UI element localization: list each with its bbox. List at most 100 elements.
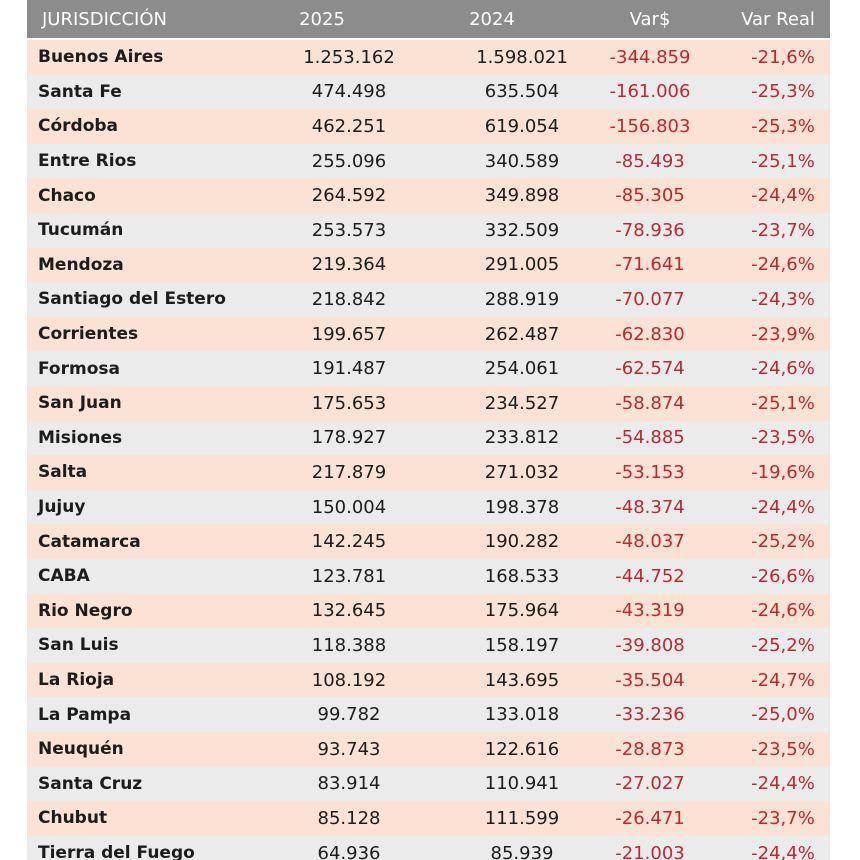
jurisdiction-cell: Jujuy: [38, 497, 86, 518]
jurisdiction-cell: Rio Negro: [38, 600, 133, 621]
value-cell: 288.919: [484, 288, 560, 310]
value-cell: 349.898: [484, 185, 560, 207]
value-cell: 150.004: [311, 496, 387, 518]
value-cell: 254.061: [484, 358, 560, 380]
jurisdiction-cell: Entre Rios: [38, 151, 137, 172]
value-cell: 635.504: [484, 81, 560, 103]
value-cell: -24,4%: [751, 773, 815, 795]
value-cell: -48.037: [615, 531, 685, 553]
table-row: Rio Negro 132.645 175.964 -43.319 -24,6%: [27, 593, 830, 629]
value-cell: 340.589: [484, 150, 560, 172]
value-cell: 175.964: [484, 600, 560, 622]
value-cell: -24,3%: [751, 288, 815, 310]
value-cell: -19,6%: [751, 461, 815, 483]
value-cell: 199.657: [311, 323, 387, 345]
header-cell: 2025: [299, 8, 345, 30]
value-cell: -25,2%: [751, 634, 815, 656]
jurisdiction-cell: Chubut: [38, 808, 108, 829]
jurisdiction-cell: Tucumán: [38, 220, 124, 241]
value-cell: 108.192: [311, 669, 387, 691]
value-cell: -78.936: [615, 219, 685, 241]
value-cell: -156.803: [609, 115, 691, 137]
table-row: Mendoza 219.364 291.005 -71.641 -24,6%: [27, 247, 830, 283]
value-cell: -48.374: [615, 496, 685, 518]
value-cell: 158.197: [484, 634, 560, 656]
value-cell: -53.153: [615, 461, 685, 483]
jurisdiction-cell: Formosa: [38, 358, 120, 379]
jurisdiction-cell: Mendoza: [38, 254, 124, 275]
table-row: Tierra del Fuego 64.936 85.939 -21.003 -24,4…: [27, 835, 830, 860]
table-row: Entre Rios 255.096 340.589 -85.493 -25,1%: [27, 143, 830, 179]
table-row: La Pampa 99.782 133.018 -33.236 -25,0%: [27, 697, 830, 732]
value-cell: -62.830: [615, 323, 685, 345]
value-cell: -23,5%: [751, 427, 815, 449]
jurisdiction-cell: Chaco: [38, 185, 96, 206]
value-cell: -161.006: [609, 81, 691, 103]
jurisdiction-cell: La Rioja: [38, 670, 115, 691]
table-row: Buenos Aires 1.253.162 1.598.021 -344.859 -2…: [27, 40, 830, 75]
value-cell: 253.573: [311, 219, 387, 241]
value-cell: -70.077: [615, 288, 685, 310]
header-cell: Var$: [629, 8, 671, 30]
value-cell: 143.695: [484, 669, 560, 691]
value-cell: 93.743: [317, 738, 381, 760]
jurisdiction-cell: Catamarca: [38, 531, 141, 552]
value-cell: 291.005: [484, 254, 560, 276]
value-cell: 83.914: [317, 773, 381, 795]
table-row: San Luis 118.388 158.197 -39.808 -25,2%: [27, 628, 830, 663]
value-cell: -62.574: [615, 358, 685, 380]
value-cell: -24,4%: [751, 185, 815, 207]
jurisdiction-cell: Corrientes: [38, 324, 139, 345]
value-cell: 123.781: [311, 565, 387, 587]
value-cell: -23,5%: [751, 738, 815, 760]
jurisdiction-cell: San Juan: [38, 393, 122, 414]
table-row: Tucumán 253.573 332.509 -78.936 -23,7%: [27, 213, 830, 248]
table-row: Santa Cruz 83.914 110.941 -27.027 -24,4%: [27, 766, 830, 802]
value-cell: 118.388: [311, 634, 387, 656]
value-cell: 122.616: [484, 738, 560, 760]
value-cell: 198.378: [484, 496, 560, 518]
value-cell: -25,3%: [751, 115, 815, 137]
value-cell: 218.842: [311, 288, 387, 310]
jurisdiction-cell: San Luis: [38, 635, 119, 656]
value-cell: -24,7%: [751, 669, 815, 691]
value-cell: 132.645: [311, 600, 387, 622]
value-cell: -21.003: [615, 842, 685, 860]
value-cell: 271.032: [484, 461, 560, 483]
value-cell: -85.305: [615, 185, 685, 207]
jurisdiction-cell: Santa Fe: [38, 81, 122, 102]
jurisdiction-cell: Tierra del Fuego: [38, 843, 195, 860]
value-cell: 191.487: [311, 358, 387, 380]
value-cell: 619.054: [484, 115, 560, 137]
value-cell: -25,1%: [751, 150, 815, 172]
value-cell: -25,3%: [751, 81, 815, 103]
jurisdiction-cell: Santiago del Estero: [38, 289, 226, 310]
header-cell: Var Real: [741, 8, 815, 30]
jurisdiction-cell: Santa Cruz: [38, 773, 143, 794]
value-cell: 175.653: [311, 392, 387, 414]
table-row: Formosa 191.487 254.061 -62.574 -24,6%: [27, 351, 830, 386]
value-cell: 262.487: [484, 323, 560, 345]
jurisdiction-cell: La Pampa: [38, 704, 132, 725]
value-cell: -23,7%: [751, 807, 815, 829]
value-cell: 264.592: [311, 185, 387, 207]
value-cell: -39.808: [615, 634, 685, 656]
header-row: JURISDICCIÓN 2025 2024 Var$ Var Real: [27, 0, 830, 38]
table-row: Jujuy 150.004 198.378 -48.374 -24,4%: [27, 489, 830, 525]
header-cell: JURISDICCIÓN: [42, 8, 167, 30]
jurisdiction-cell: Misiones: [38, 427, 123, 448]
value-cell: -21,6%: [751, 46, 815, 68]
table-row: Santiago del Estero 218.842 288.919 -70.077…: [27, 282, 830, 317]
value-cell: -23,7%: [751, 219, 815, 241]
table-row: CABA 123.781 168.533 -44.752 -26,6%: [27, 559, 830, 594]
value-cell: -35.504: [615, 669, 685, 691]
value-cell: -28.873: [615, 738, 685, 760]
value-cell: -24,4%: [751, 496, 815, 518]
value-cell: 133.018: [484, 704, 560, 726]
jurisdiction-cell: CABA: [38, 566, 90, 587]
value-cell: -54.885: [615, 427, 685, 449]
value-cell: 332.509: [484, 219, 560, 241]
table-row: Neuquén 93.743 122.616 -28.873 -23,5%: [27, 732, 830, 767]
value-cell: -26,6%: [751, 565, 815, 587]
